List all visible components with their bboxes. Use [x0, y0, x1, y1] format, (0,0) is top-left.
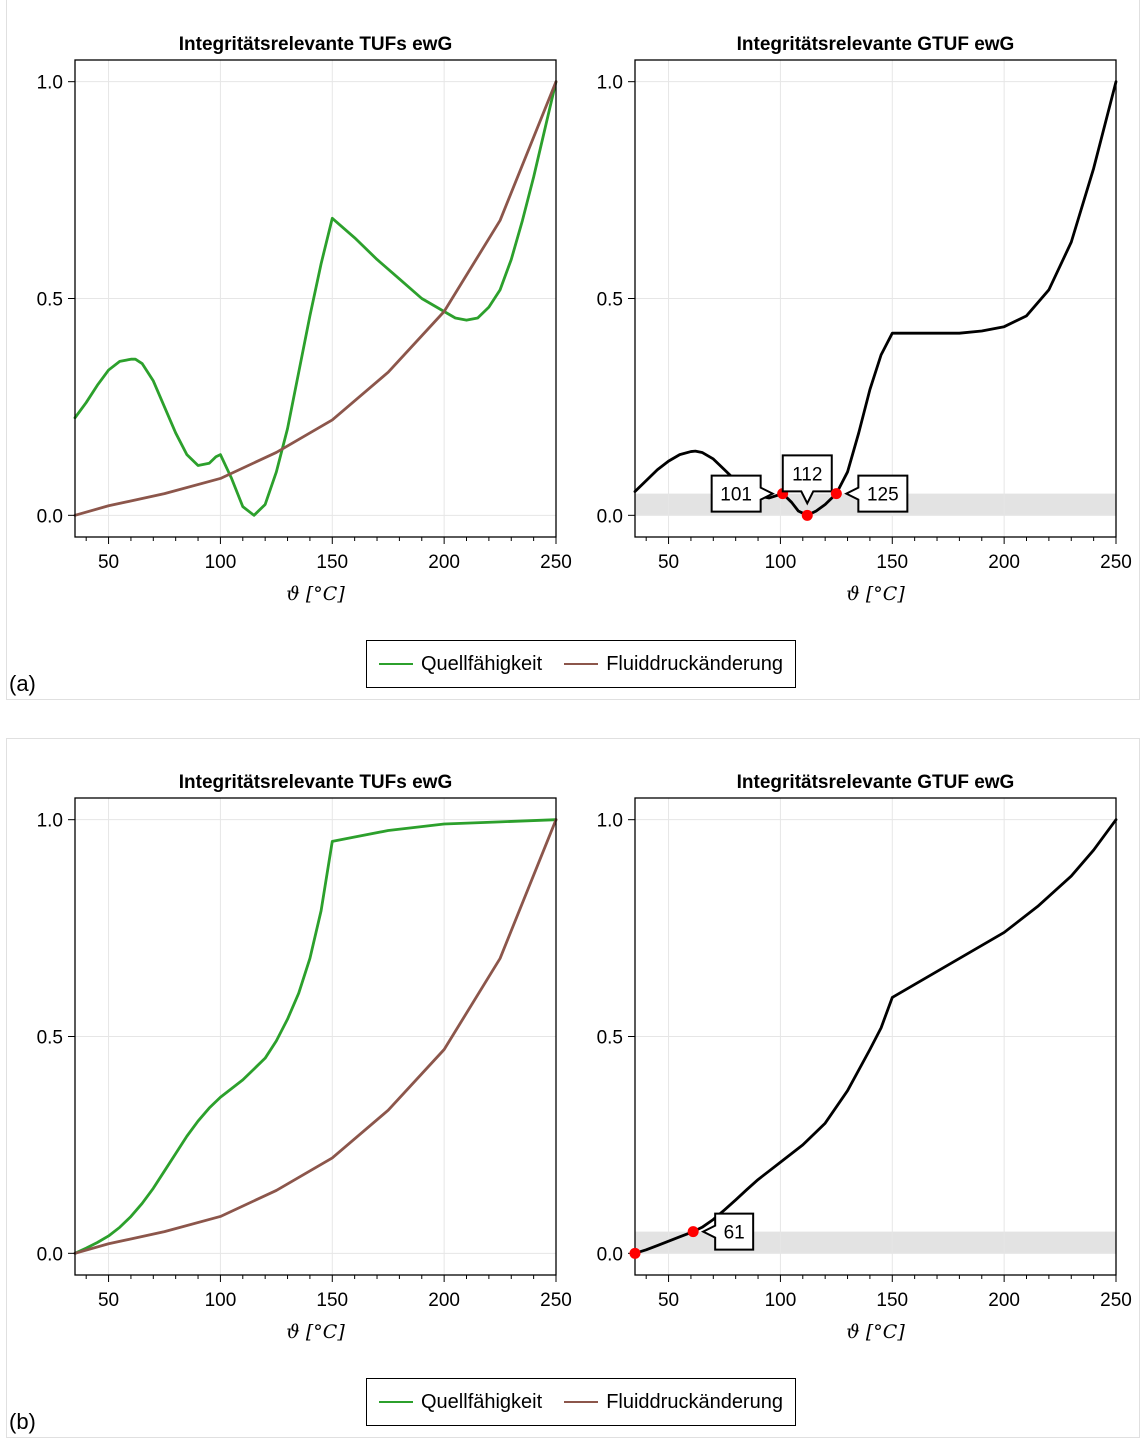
- chart: Integritätsrelevante GTUF ewG 50 100 150 200…: [597, 772, 1132, 1343]
- x-tick-label: 100: [205, 1290, 237, 1311]
- legend-swatch: [564, 662, 599, 666]
- callout-label: 101: [720, 485, 752, 506]
- x-tick-label: 50: [658, 552, 679, 573]
- x-tick-label: 250: [1100, 552, 1132, 573]
- callout-label: 61: [724, 1223, 745, 1244]
- legend-label: Fluiddruckänderung: [606, 652, 783, 675]
- legend: Quellfähigkeit Fluiddruckänderung: [366, 1378, 796, 1426]
- x-tick-label: 200: [988, 1290, 1020, 1311]
- chart-title: Integritätsrelevante TUFs ewG: [179, 34, 452, 55]
- legend-item-fluiddruckaenderung: Fluiddruckänderung: [564, 653, 783, 676]
- x-tick-label: 200: [428, 552, 460, 573]
- callout-label: 112: [792, 464, 822, 485]
- series-line: [73, 818, 558, 1255]
- x-axis-label: ϑ [°C]: [846, 583, 905, 605]
- y-tick-label: 1.0: [37, 73, 63, 94]
- x-tick-label: 100: [765, 1290, 797, 1311]
- panel-label: (b): [9, 1409, 36, 1434]
- highlight-point: [687, 1226, 699, 1238]
- x-tick-label: 150: [316, 1290, 348, 1311]
- highlight-point: [830, 488, 842, 500]
- callout-label: 125: [867, 485, 899, 506]
- chart-title: Integritätsrelevante TUFs ewG: [179, 772, 452, 793]
- legend-swatch: [379, 1400, 413, 1404]
- y-tick-label: 0.5: [37, 290, 63, 311]
- y-tick-label: 0.0: [597, 506, 623, 527]
- x-tick-label: 200: [428, 1290, 460, 1311]
- legend-swatch: [564, 1400, 599, 1404]
- legend-label: Quellfähigkeit: [421, 1390, 543, 1413]
- x-tick-label: 50: [98, 1290, 119, 1311]
- y-tick-label: 0.5: [37, 1028, 63, 1049]
- chart: Integritätsrelevante TUFs ewG 50 100 150 200…: [37, 34, 572, 605]
- x-tick-label: 100: [765, 552, 797, 573]
- legend-item-fluiddruckaenderung: Fluiddruckänderung: [564, 1391, 783, 1414]
- panel-label: (a): [9, 671, 36, 696]
- y-tick-label: 1.0: [37, 811, 63, 832]
- chart: Integritätsrelevante GTUF ewG 50 100 150 200…: [597, 34, 1132, 605]
- x-axis-label: ϑ [°C]: [286, 583, 345, 605]
- y-tick-label: 0.0: [37, 506, 63, 527]
- x-tick-label: 200: [988, 552, 1020, 573]
- y-tick-label: 0.5: [597, 1028, 623, 1049]
- y-tick-label: 0.5: [597, 290, 623, 311]
- x-tick-label: 50: [658, 1290, 679, 1311]
- callout-box: [844, 474, 909, 513]
- highlight-point: [629, 1247, 641, 1259]
- x-tick-label: 100: [205, 552, 237, 573]
- x-tick-label: 150: [876, 552, 908, 573]
- series-line: [633, 818, 1118, 1255]
- legend-item-quellfaehigkeit: Quellfähigkeit: [379, 1391, 542, 1414]
- x-tick-label: 250: [1100, 1290, 1132, 1311]
- x-axis-label: ϑ [°C]: [286, 1321, 345, 1343]
- chart: Integritätsrelevante TUFs ewG 50 100 150 200…: [37, 772, 572, 1343]
- legend: Quellfähigkeit Fluiddruckänderung: [366, 640, 796, 688]
- threshold-band: [635, 1231, 1116, 1254]
- callout-box: [700, 1212, 755, 1251]
- x-tick-label: 150: [316, 552, 348, 573]
- legend-item-quellfaehigkeit: Quellfähigkeit: [379, 653, 542, 676]
- callout-box: [710, 474, 775, 513]
- y-tick-label: 0.0: [37, 1244, 63, 1265]
- callout-box: [781, 454, 833, 506]
- highlight-point: [801, 509, 813, 521]
- panel-b: (b): [6, 738, 1140, 1438]
- chart-title: Integritätsrelevante GTUF ewG: [737, 772, 1015, 793]
- x-tick-label: 150: [876, 1290, 908, 1311]
- series-line: [73, 818, 558, 1255]
- chart-title: Integritätsrelevante GTUF ewG: [737, 34, 1015, 55]
- legend-label: Fluiddruckänderung: [606, 1390, 783, 1413]
- x-tick-label: 250: [540, 552, 572, 573]
- series-line: [73, 80, 558, 517]
- y-tick-label: 1.0: [597, 811, 623, 832]
- y-tick-label: 0.0: [597, 1244, 623, 1265]
- x-tick-label: 250: [540, 1290, 572, 1311]
- x-axis-label: ϑ [°C]: [846, 1321, 905, 1343]
- legend-swatch: [379, 662, 413, 666]
- y-tick-label: 1.0: [597, 73, 623, 94]
- legend-label: Quellfähigkeit: [421, 652, 543, 675]
- series-line: [73, 80, 558, 517]
- x-tick-label: 50: [98, 552, 119, 573]
- panel-a: (a): [6, 0, 1140, 700]
